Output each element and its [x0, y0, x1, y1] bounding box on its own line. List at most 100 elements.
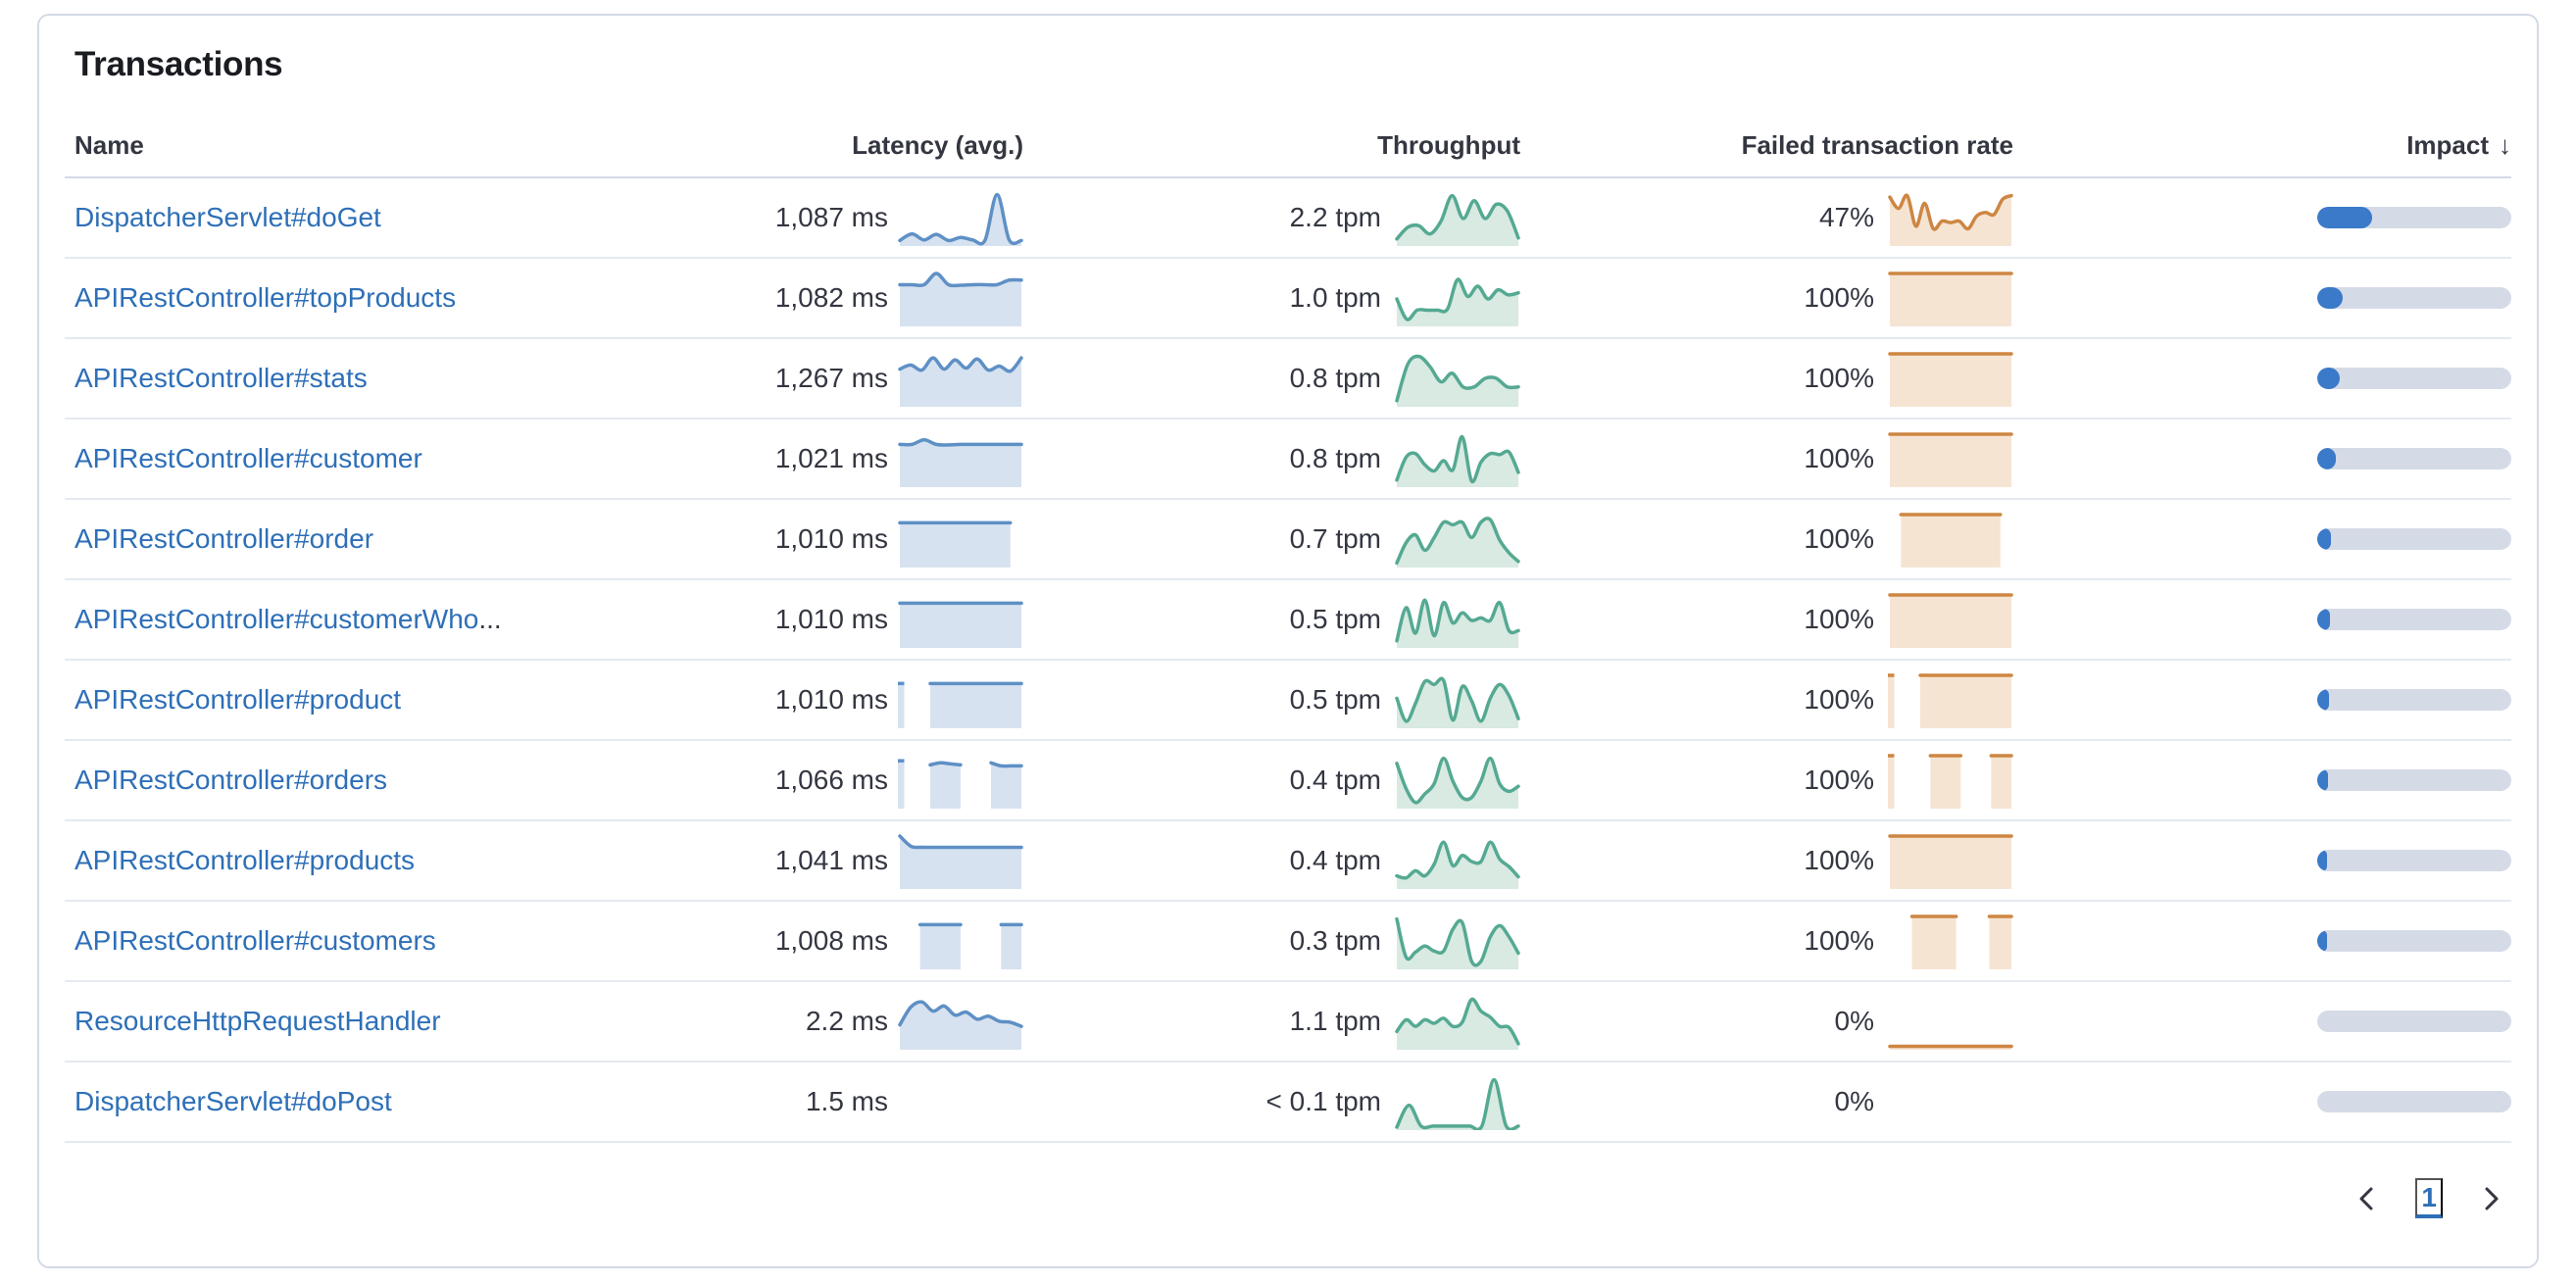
failed-rate-value: 100% — [1804, 765, 1874, 795]
impact-cell — [2013, 609, 2511, 630]
column-header-throughput[interactable]: Throughput — [1377, 129, 1520, 160]
throughput-sparkline — [1381, 741, 1520, 819]
transaction-name-link[interactable]: APIRestController#orders — [74, 765, 388, 795]
table-row: APIRestController#products 1,041 ms 0.4 tp… — [65, 821, 2511, 902]
table-row: APIRestController#product 1,010 ms 0.5 tpm… — [65, 661, 2511, 741]
latency-sparkline — [888, 500, 1023, 578]
throughput-sparkline — [1381, 821, 1520, 900]
failed-rate-sparkline — [1874, 420, 2013, 498]
failed-rate-value: 100% — [1804, 363, 1874, 393]
impact-cell — [2013, 689, 2511, 711]
column-header-impact-label: Impact — [2406, 129, 2489, 160]
throughput-sparkline — [1381, 982, 1520, 1061]
column-header-name[interactable]: Name — [74, 129, 144, 160]
table-header-row: Name Latency (avg.) Throughput Failed tr… — [65, 114, 2511, 178]
impact-bar-fill — [2317, 769, 2329, 791]
transaction-name-link[interactable]: APIRestController#order — [74, 523, 374, 554]
transaction-name-cell: DispatcherServlet#doGet — [65, 202, 721, 233]
failed-rate-sparkline — [1874, 259, 2013, 337]
throughput-value: 0.7 tpm — [1289, 523, 1381, 554]
impact-cell — [2013, 930, 2511, 952]
transaction-name-cell: DispatcherServlet#doPost — [65, 1086, 721, 1117]
latency-value: 1,008 ms — [774, 925, 888, 956]
failed-rate-value: 100% — [1804, 845, 1874, 875]
table-row: APIRestController#stats 1,267 ms 0.8 tpm 10… — [65, 339, 2511, 420]
chevron-right-icon — [2485, 1187, 2499, 1210]
impact-bar-track — [2317, 207, 2511, 228]
latency-value: 1,082 ms — [774, 282, 888, 313]
transaction-name-link[interactable]: ResourceHttpRequestHandler — [74, 1006, 441, 1036]
latency-value: 1,010 ms — [774, 604, 888, 634]
failed-rate-sparkline — [1874, 500, 2013, 578]
column-header-failed-rate[interactable]: Failed transaction rate — [1741, 129, 2013, 160]
latency-sparkline — [888, 1062, 1023, 1141]
chevron-left-icon — [2359, 1187, 2373, 1210]
impact-cell — [2013, 850, 2511, 871]
throughput-value: 0.8 tpm — [1289, 363, 1381, 393]
transaction-name-cell: APIRestController#orders — [65, 765, 721, 796]
failed-rate-value: 0% — [1834, 1006, 1874, 1036]
truncation-ellipsis: ... — [478, 604, 502, 634]
table-row: APIRestController#order 1,010 ms 0.7 tpm 10… — [65, 500, 2511, 580]
previous-page-button[interactable] — [2353, 1184, 2382, 1213]
impact-bar-fill — [2317, 609, 2330, 630]
impact-bar-fill — [2317, 528, 2332, 550]
latency-sparkline — [888, 259, 1023, 337]
failed-rate-value: 100% — [1804, 443, 1874, 473]
transaction-name-link[interactable]: APIRestController#stats — [74, 363, 368, 393]
throughput-sparkline — [1381, 178, 1520, 257]
table-row: DispatcherServlet#doPost 1.5 ms < 0.1 tpm 0… — [65, 1062, 2511, 1143]
latency-value: 1,087 ms — [774, 202, 888, 232]
failed-rate-value: 100% — [1804, 925, 1874, 956]
impact-bar-fill — [2317, 850, 2328, 871]
throughput-sparkline — [1381, 500, 1520, 578]
latency-sparkline — [888, 902, 1023, 980]
failed-rate-sparkline — [1874, 178, 2013, 257]
failed-rate-value: 100% — [1804, 523, 1874, 554]
impact-bar-track — [2317, 850, 2511, 871]
latency-value: 2.2 ms — [805, 1006, 888, 1036]
failed-rate-sparkline — [1874, 821, 2013, 900]
throughput-value: 2.2 tpm — [1289, 202, 1381, 232]
throughput-value: 0.3 tpm — [1289, 925, 1381, 956]
transaction-name-link[interactable]: APIRestController#customer — [74, 443, 422, 473]
transaction-name-cell: APIRestController#customer — [65, 443, 721, 474]
throughput-sparkline — [1381, 420, 1520, 498]
latency-value: 1,021 ms — [774, 443, 888, 473]
table-row: APIRestController#customer 1,021 ms 0.8 tp… — [65, 420, 2511, 500]
impact-bar-track — [2317, 1091, 2511, 1112]
latency-value: 1,010 ms — [774, 684, 888, 715]
transaction-name-link[interactable]: APIRestController#topProducts — [74, 282, 457, 313]
transaction-name-cell: APIRestController#products — [65, 845, 721, 876]
transaction-name-cell: APIRestController#order — [65, 523, 721, 555]
transaction-name-link[interactable]: DispatcherServlet#doGet — [74, 202, 381, 232]
impact-bar-fill — [2317, 287, 2343, 309]
failed-rate-sparkline — [1874, 902, 2013, 980]
latency-sparkline — [888, 339, 1023, 418]
latency-value: 1,010 ms — [774, 523, 888, 554]
transaction-name-link[interactable]: APIRestController#products — [74, 845, 416, 875]
latency-sparkline — [888, 982, 1023, 1061]
transaction-name-link[interactable]: APIRestController#customers — [74, 925, 436, 956]
transactions-panel: Transactions Name Latency (avg.) Through… — [37, 14, 2539, 1268]
impact-cell — [2013, 287, 2511, 309]
impact-cell — [2013, 207, 2511, 228]
transaction-name-cell: APIRestController#stats — [65, 363, 721, 394]
column-header-latency[interactable]: Latency (avg.) — [852, 129, 1023, 160]
transaction-name-link[interactable]: DispatcherServlet#doPost — [74, 1086, 392, 1116]
throughput-value: 0.8 tpm — [1289, 443, 1381, 473]
column-header-impact[interactable]: Impact ↓ — [2013, 130, 2511, 161]
transaction-name-link[interactable]: APIRestController#product — [74, 684, 402, 715]
latency-value: 1,267 ms — [774, 363, 888, 393]
impact-bar-track — [2317, 609, 2511, 630]
impact-cell — [2013, 769, 2511, 791]
table-row: APIRestController#customerWho... 1,010 ms… — [65, 580, 2511, 661]
throughput-sparkline — [1381, 259, 1520, 337]
next-page-button[interactable] — [2476, 1184, 2505, 1213]
latency-sparkline — [888, 178, 1023, 257]
impact-bar-track — [2317, 368, 2511, 389]
page-number-1[interactable]: 1 — [2415, 1178, 2443, 1218]
table-row: ResourceHttpRequestHandler 2.2 ms 1.1 tpm 0… — [65, 982, 2511, 1062]
failed-rate-sparkline — [1874, 580, 2013, 659]
transaction-name-link[interactable]: APIRestController#customerWho — [74, 604, 479, 634]
